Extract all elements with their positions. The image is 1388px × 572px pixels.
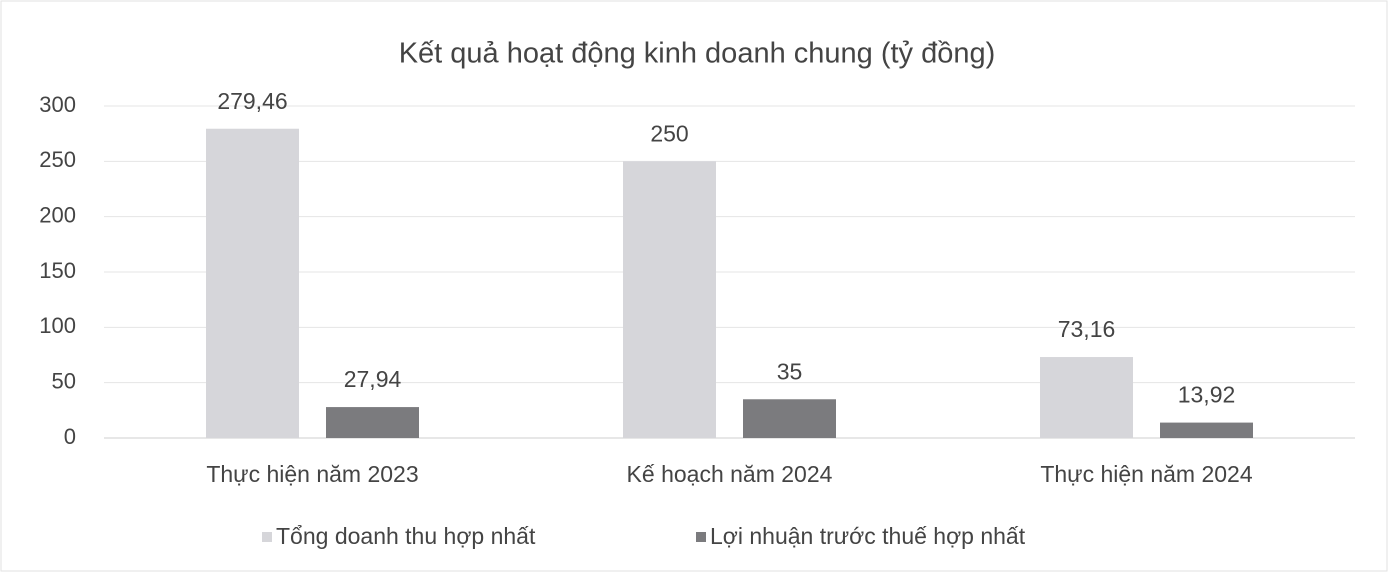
legend-swatch [262,532,272,542]
bar [206,128,299,438]
bar [1160,422,1253,438]
y-tick-label: 150 [39,258,76,283]
value-label: 279,46 [217,88,287,114]
bar [326,407,419,438]
y-tick-label: 200 [39,202,76,227]
x-tick-label: Thực hiện năm 2024 [1040,461,1253,487]
y-tick-label: 250 [39,147,76,172]
legend-label: Tổng doanh thu hợp nhất [276,523,536,549]
y-tick-label: 50 [52,368,76,393]
value-label: 250 [650,120,688,146]
bar [743,399,836,438]
x-tick-label: Thực hiện năm 2023 [206,461,418,487]
y-tick-label: 300 [39,92,76,117]
value-label: 27,94 [344,366,402,392]
y-tick-label: 0 [64,424,76,449]
chart-title: Kết quả hoạt động kinh doanh chung (tỷ đ… [399,38,996,70]
legend-swatch [696,532,706,542]
y-tick-label: 100 [39,313,76,338]
x-tick-label: Kế hoạch năm 2024 [627,461,833,487]
value-label: 35 [777,358,803,384]
bar [1040,357,1133,438]
bar [623,161,716,439]
value-label: 73,16 [1058,316,1116,342]
value-label: 13,92 [1178,382,1236,408]
legend-label: Lợi nhuận trước thuế hợp nhất [710,523,1026,549]
